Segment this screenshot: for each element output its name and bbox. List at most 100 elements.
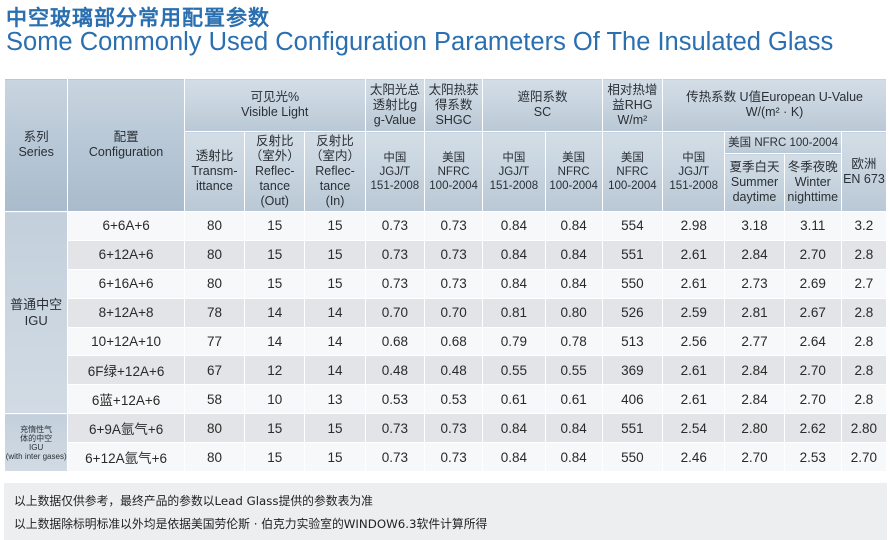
value-cell: 0.55 xyxy=(544,355,603,386)
value-cell: 2.70 xyxy=(840,442,888,473)
value-cell: 2.7 xyxy=(840,268,888,299)
shgc-header: 太阳热获 得系数 SHGC xyxy=(423,78,484,132)
value-cell: 2.80 xyxy=(840,413,888,444)
table-row: 6+16A+6 80 15 15 0.73 0.73 0.84 0.84 550… xyxy=(5,268,888,299)
value-cell: 0.68 xyxy=(364,326,425,357)
value-cell: 0.48 xyxy=(364,355,425,386)
sc-china-header: 中国 JGJ/T 151-2008 xyxy=(482,131,546,212)
value-cell: 0.84 xyxy=(482,211,546,241)
shgc-usa-header: 美国 NFRC 100-2004 xyxy=(423,131,484,212)
table-row: 10+12A+10 77 14 14 0.68 0.68 0.79 0.78 5… xyxy=(5,326,888,357)
value-cell: 80 xyxy=(183,239,246,270)
g-value-china-header: 中国 JGJ/T 151-2008 xyxy=(364,131,425,212)
value-cell: 2.61 xyxy=(662,239,726,270)
notes-panel xyxy=(4,483,887,540)
value-cell: 2.84 xyxy=(724,384,785,415)
value-cell: 2.8 xyxy=(840,297,888,328)
summer-daytime-header: 夏季白天 Summer daytime xyxy=(724,153,785,212)
value-cell: 15 xyxy=(304,413,366,444)
value-cell: 2.8 xyxy=(840,355,888,386)
value-cell: 2.81 xyxy=(724,297,785,328)
configuration-header: 配置 Configuration xyxy=(67,78,185,212)
table-row: 6F绿+12A+6 67 12 14 0.48 0.48 0.55 0.55 3… xyxy=(5,355,888,386)
rhg-header: 相对热增 益RHG W/m² xyxy=(601,78,664,132)
footnote-2: 以上数据除标明标准以外均是依据美国劳伦斯 · 伯克力实验室的WINDOW6.3软… xyxy=(14,517,488,531)
value-cell: 2.80 xyxy=(724,413,785,444)
configuration-cell: 6+16A+6 xyxy=(67,268,185,299)
value-cell: 2.61 xyxy=(662,268,726,299)
value-cell: 15 xyxy=(244,211,306,241)
value-cell: 406 xyxy=(601,384,664,415)
value-cell: 2.69 xyxy=(783,268,842,299)
shading-coefficient-header: 遮阳系数 SC xyxy=(482,78,603,132)
value-cell: 58 xyxy=(183,384,246,415)
value-cell: 0.73 xyxy=(423,268,484,299)
value-cell: 0.79 xyxy=(482,326,546,357)
value-cell: 0.73 xyxy=(364,239,425,270)
value-cell: 2.70 xyxy=(783,384,842,415)
value-cell: 15 xyxy=(304,239,366,270)
series-cell-gas-filled: 充惰性气 体的中空 IGU (with inter gases) xyxy=(3,413,69,473)
value-cell: 15 xyxy=(304,211,366,241)
value-cell: 80 xyxy=(183,268,246,299)
value-cell: 2.61 xyxy=(662,355,726,386)
value-cell: 551 xyxy=(601,413,664,444)
value-cell: 2.70 xyxy=(783,239,842,270)
value-cell: 0.68 xyxy=(423,326,484,357)
value-cell: 15 xyxy=(304,442,366,473)
transmittance-header: 透射比 Transm-ittance xyxy=(183,131,246,212)
value-cell: 78 xyxy=(183,297,246,328)
configuration-cell: 8+12A+8 xyxy=(67,297,185,328)
u-value-europe-header: 欧洲 EN 673 xyxy=(840,131,888,212)
value-cell: 0.73 xyxy=(423,211,484,241)
value-cell: 2.70 xyxy=(724,442,785,473)
value-cell: 0.81 xyxy=(482,297,546,328)
value-cell: 551 xyxy=(601,239,664,270)
value-cell: 2.8 xyxy=(840,239,888,270)
series-header: 系列 Series xyxy=(3,78,69,212)
configuration-cell: 6+12A+6 xyxy=(67,239,185,270)
configuration-cell: 6蓝+12A+6 xyxy=(67,384,185,415)
value-cell: 2.98 xyxy=(662,211,726,241)
value-cell: 13 xyxy=(304,384,366,415)
value-cell: 2.8 xyxy=(840,384,888,415)
value-cell: 80 xyxy=(183,442,246,473)
page-title-cn: 中空玻璃部分常用配置参数 xyxy=(6,6,270,30)
value-cell: 2.84 xyxy=(724,239,785,270)
value-cell: 0.78 xyxy=(544,326,603,357)
value-cell: 14 xyxy=(304,355,366,386)
value-cell: 3.18 xyxy=(724,211,785,241)
visible-light-header: 可见光% Visible Light xyxy=(183,78,366,132)
table-row: 6+12A氩气+6 80 15 15 0.73 0.73 0.84 0.84 5… xyxy=(5,442,888,473)
value-cell: 2.8 xyxy=(840,326,888,357)
value-cell: 2.61 xyxy=(662,384,726,415)
value-cell: 0.73 xyxy=(423,413,484,444)
value-cell: 2.54 xyxy=(662,413,726,444)
footnote-1: 以上数据仅供参考，最终产品的参数以Lead Glass提供的参数表为准 xyxy=(14,494,373,508)
value-cell: 550 xyxy=(601,442,664,473)
value-cell: 0.84 xyxy=(482,268,546,299)
table-row: 6+12A+6 80 15 15 0.73 0.73 0.84 0.84 551… xyxy=(5,239,888,270)
value-cell: 2.73 xyxy=(724,268,785,299)
value-cell: 15 xyxy=(244,268,306,299)
table-row: 6蓝+12A+6 58 10 13 0.53 0.53 0.61 0.61 40… xyxy=(5,384,888,415)
value-cell: 14 xyxy=(244,326,306,357)
solar-total-transmittance-header: 太阳光总 透射比g g-Value xyxy=(364,78,425,132)
value-cell: 0.73 xyxy=(423,442,484,473)
configuration-cell: 6+9A氩气+6 xyxy=(67,413,185,444)
u-value-header: 传热系数 U值European U-Value W/(m² · K) xyxy=(662,78,887,132)
table-row: 8+12A+8 78 14 14 0.70 0.70 0.81 0.80 526… xyxy=(5,297,888,328)
value-cell: 0.70 xyxy=(364,297,425,328)
value-cell: 0.70 xyxy=(423,297,484,328)
value-cell: 0.84 xyxy=(482,442,546,473)
value-cell: 0.84 xyxy=(544,268,603,299)
value-cell: 0.73 xyxy=(364,268,425,299)
configuration-cell: 6+6A+6 xyxy=(67,211,185,241)
value-cell: 0.61 xyxy=(544,384,603,415)
value-cell: 77 xyxy=(183,326,246,357)
value-cell: 2.56 xyxy=(662,326,726,357)
u-value-china-header: 中国 JGJ/T 151-2008 xyxy=(662,131,726,212)
value-cell: 67 xyxy=(183,355,246,386)
value-cell: 0.84 xyxy=(544,442,603,473)
value-cell: 15 xyxy=(244,413,306,444)
